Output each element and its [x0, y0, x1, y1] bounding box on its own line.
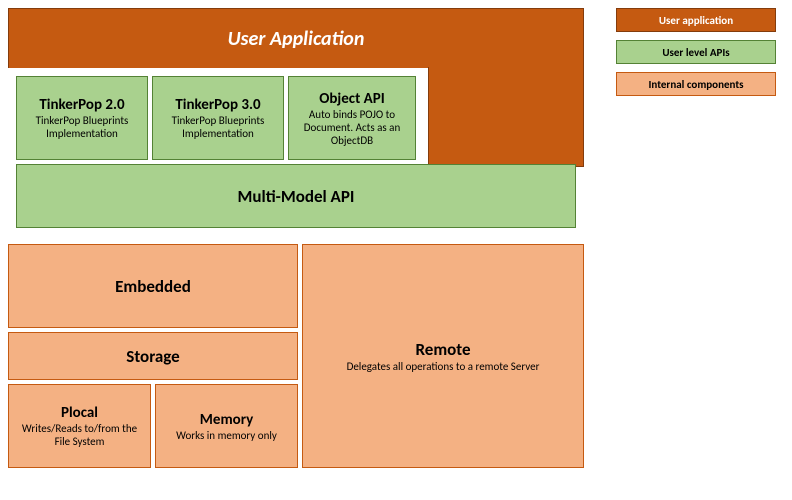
remote-subtitle: Delegates all operations to a remote Ser…: [347, 360, 540, 373]
tinkerpop-2-block: TinkerPop 2.0 TinkerPop Blueprints Imple…: [16, 76, 148, 160]
tinkerpop-3-block: TinkerPop 3.0 TinkerPop Blueprints Imple…: [152, 76, 284, 160]
embedded-block: Embedded: [8, 244, 298, 328]
tinkerpop-3-title: TinkerPop 3.0: [175, 96, 260, 114]
remote-block: Remote Delegates all operations to a rem…: [302, 244, 584, 468]
legend-internal-components-label: Internal components: [648, 78, 743, 91]
tinkerpop-2-title: TinkerPop 2.0: [39, 96, 124, 114]
storage-title: Storage: [126, 346, 179, 367]
user-application-seam: [429, 66, 583, 69]
object-api-block: Object API Auto binds POJO to Document. …: [288, 76, 416, 160]
storage-block: Storage: [8, 332, 298, 380]
multi-model-api-block: Multi-Model API: [16, 164, 576, 228]
legend-user-level-apis: User level APIs: [616, 40, 776, 64]
legend-user-application-label: User application: [659, 14, 733, 27]
plocal-title: Plocal: [61, 404, 98, 422]
legend-internal-components: Internal components: [616, 72, 776, 96]
legend-user-level-apis-label: User level APIs: [662, 46, 729, 59]
user-application-title: User Application: [228, 27, 365, 51]
plocal-subtitle: Writes/Reads to/from the File System: [13, 422, 146, 448]
object-api-subtitle: Auto binds POJO to Document. Acts as an …: [293, 108, 411, 147]
memory-subtitle: Works in memory only: [176, 429, 277, 442]
remote-title: Remote: [415, 339, 470, 360]
multi-model-api-title: Multi-Model API: [238, 186, 355, 207]
memory-title: Memory: [200, 411, 253, 429]
embedded-title: Embedded: [115, 276, 191, 297]
user-application-top: User Application: [8, 8, 584, 68]
object-api-title: Object API: [319, 90, 385, 108]
memory-block: Memory Works in memory only: [155, 384, 298, 468]
tinkerpop-2-subtitle: TinkerPop Blueprints Implementation: [21, 114, 143, 140]
tinkerpop-3-subtitle: TinkerPop Blueprints Implementation: [157, 114, 279, 140]
legend-user-application: User application: [616, 8, 776, 32]
plocal-block: Plocal Writes/Reads to/from the File Sys…: [8, 384, 151, 468]
user-application-drop: [428, 67, 584, 167]
